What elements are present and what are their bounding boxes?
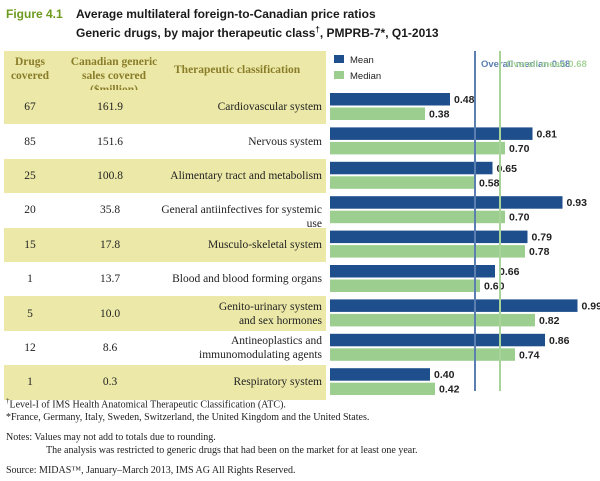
therapeutic-class-cell: Genito-urinary system — [218, 300, 322, 313]
title-line-2-tail: , PMPRB-7*, Q1-2013 — [319, 26, 439, 40]
table-row: 20 35.8 General antiinfectives for systemi… — [4, 193, 326, 230]
table-row: 5 10.0 Genito-urinary system and sex hormon… — [4, 296, 326, 331]
table-row: 15 17.8 Musculo-skeletal system — [4, 227, 326, 262]
median-value-label: 0.70 — [509, 212, 530, 224]
sales-covered-cell: 17.8 — [99, 238, 121, 251]
table-row: 85 151.6 Nervous system — [4, 124, 326, 158]
footnote-dagger: †Level-I of IMS Health Anatomical Therap… — [6, 395, 596, 412]
footnote-countries: *France, Germany, Italy, Sweden, Switzer… — [6, 411, 370, 423]
header-therapeutic-classification: Therapeutic classification — [174, 64, 301, 76]
therapeutic-class-cell: Blood and blood forming organs — [172, 273, 322, 286]
median-bar — [330, 313, 535, 327]
median-value-label: 0.78 — [529, 246, 550, 258]
sales-covered-cell: 100.8 — [97, 169, 123, 182]
drugs-covered-cell: 85 — [24, 135, 36, 148]
median-value-label: 0.74 — [519, 349, 540, 361]
mean-value-label: 0.79 — [532, 232, 553, 244]
table-row: 25 100.8 Alimentary tract and metabolism — [4, 158, 326, 194]
mean-bar — [330, 93, 450, 106]
median-bar — [330, 210, 505, 224]
drugs-covered-cell: 1 — [27, 376, 33, 389]
mean-value-label: 0.40 — [434, 369, 455, 381]
table-row: 1 0.3 Respiratory system — [4, 365, 326, 400]
header-drugs-covered: Drugs covered — [10, 56, 50, 82]
drugs-covered-cell: 67 — [24, 101, 36, 114]
title-line-2-main: Generic drugs, by major therapeutic clas… — [76, 26, 316, 40]
drugs-covered-cell: 5 — [27, 307, 33, 320]
figure-title: Average multilateral foreign-to-Canadian… — [76, 7, 439, 41]
legend-mean-swatch — [334, 55, 344, 63]
legend-median-swatch — [334, 71, 344, 79]
median-bar — [330, 107, 425, 120]
mean-value-label: 0.93 — [567, 197, 588, 209]
footnote-dagger-mark: † — [6, 397, 10, 405]
footnotes: †Level-I of IMS Health Anatomical Therap… — [6, 395, 596, 478]
mean-bar — [330, 368, 430, 381]
note-rounding: Notes: Values may not add to totals due … — [6, 432, 216, 444]
therapeutic-class-cell: Alimentary tract and metabolism — [170, 169, 322, 182]
therapeutic-class-cell: Antineoplastics and — [230, 334, 322, 347]
mean-bar — [330, 196, 563, 209]
sales-covered-cell: 0.3 — [102, 376, 118, 389]
therapeutic-class-cell-line2: immunomodulating agents — [199, 348, 322, 361]
sales-covered-cell: 35.8 — [99, 204, 121, 217]
table-row: 12 8.6 Antineoplastics and immunomodulating… — [4, 331, 326, 365]
mean-value-label: 0.86 — [549, 335, 570, 347]
median-bar — [330, 141, 505, 155]
sales-covered-cell: 13.7 — [99, 273, 121, 286]
mean-bar — [330, 299, 578, 312]
bar-chart: 0.480.380.810.700.650.580.930.700.790.78… — [330, 51, 600, 395]
legend-median-label: Median — [350, 71, 381, 82]
mean-value-label: 0.99 — [582, 300, 600, 312]
mean-bar — [330, 265, 495, 278]
title-line-1: Average multilateral foreign-to-Canadian… — [76, 7, 376, 21]
drugs-covered-cell: 25 — [24, 169, 36, 182]
sales-covered-cell: 8.6 — [102, 341, 118, 354]
therapeutic-class-cell: Respiratory system — [233, 376, 322, 389]
median-bar — [330, 382, 435, 395]
note-restriction: The analysis was restricted to generic d… — [46, 444, 418, 456]
mean-bar — [330, 230, 528, 244]
median-bar — [330, 245, 525, 258]
drugs-covered-cell: 15 — [24, 238, 36, 251]
title-dagger: † — [315, 25, 320, 34]
table-header: Drugs covered Canadian generic sales cov… — [4, 51, 326, 96]
therapeutic-class-cell-line2: and sex hormones — [238, 314, 322, 327]
therapeutic-class-cell: General antiinfectives for systemic use — [161, 204, 322, 231]
table-row: 67 161.9 Cardiovascular system — [4, 90, 326, 125]
figure-label: Figure 4.1 — [6, 7, 63, 21]
median-value-label: 0.60 — [484, 281, 505, 293]
drugs-covered-cell: 20 — [24, 204, 36, 217]
legend-mean-label: Mean — [350, 55, 374, 66]
median-value-label: 0.70 — [509, 143, 530, 155]
median-bar — [330, 348, 515, 361]
drugs-covered-cell: 1 — [27, 273, 33, 286]
mean-bar — [330, 161, 493, 175]
median-bar — [330, 279, 480, 292]
median-value-label: 0.38 — [429, 109, 450, 121]
mean-value-label: 0.65 — [497, 163, 518, 175]
sales-covered-cell: 161.9 — [97, 101, 123, 114]
table-row: 1 13.7 Blood and blood forming organs — [4, 262, 326, 296]
therapeutic-class-cell: Musculo-skeletal system — [207, 238, 322, 251]
title-line-2: Generic drugs, by major therapeutic clas… — [76, 22, 439, 41]
sales-covered-cell: 10.0 — [99, 307, 121, 320]
mean-value-label: 0.81 — [537, 128, 558, 140]
median-value-label: 0.82 — [539, 315, 560, 327]
mean-bar — [330, 333, 545, 347]
median-value-label: 0.58 — [479, 177, 500, 189]
mean-value-label: 0.48 — [454, 94, 475, 106]
drugs-covered-cell: 12 — [24, 341, 36, 354]
median-bar — [330, 176, 475, 189]
median-value-label: 0.42 — [439, 384, 460, 395]
mean-value-label: 0.66 — [499, 266, 520, 278]
therapeutic-class-cell: Nervous system — [248, 135, 322, 148]
source-note: Source: MIDAS™, January–March 2013, IMS … — [6, 465, 296, 477]
overall-mean-label: Overall mean 0.68 — [506, 59, 587, 70]
therapeutic-class-cell: Cardiovascular system — [217, 101, 322, 114]
sales-covered-cell: 151.6 — [97, 135, 123, 148]
overall-median-label: Overall median 0.58 — [481, 59, 570, 70]
mean-bar — [330, 127, 533, 140]
footnote-dagger-text: Level-I of IMS Health Anatomical Therape… — [9, 399, 286, 411]
